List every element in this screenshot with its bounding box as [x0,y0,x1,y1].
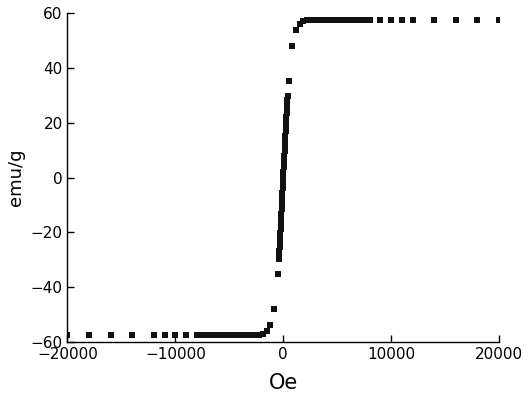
X-axis label: Oe: Oe [269,373,298,393]
Y-axis label: emu/g: emu/g [7,149,25,206]
